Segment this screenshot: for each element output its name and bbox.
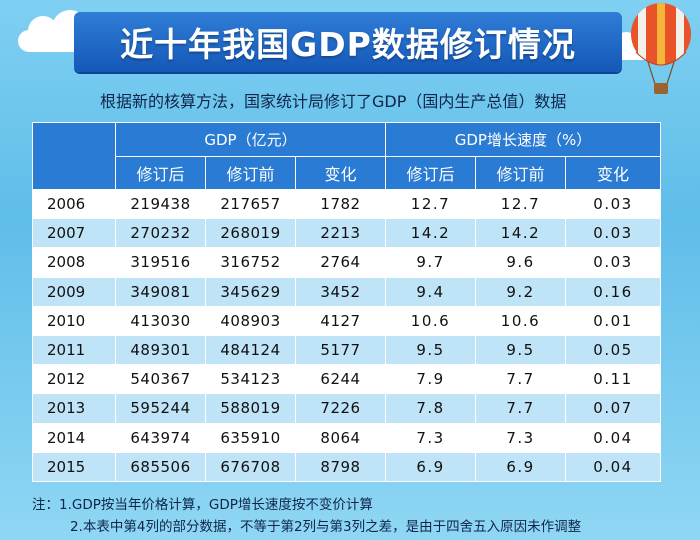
cell-growth-revised: 9.7	[385, 247, 476, 278]
cell-gdp-revised: 540367	[115, 364, 206, 395]
cell-growth-revised: 7.3	[385, 422, 476, 453]
table-row: 2014 643974 635910 8064 7.3 7.3 0.04	[32, 422, 661, 453]
gdp-revision-table: GDP（亿元） GDP增长速度（%） 修订后 修订前 变化 修订后 修订前 变化…	[32, 122, 661, 482]
cell-growth-revised: 7.8	[385, 393, 476, 424]
cell-gdp-revised: 685506	[115, 451, 206, 482]
subtitle: 根据新的核算方法，国家统计局修订了GDP（国内生产总值）数据	[100, 92, 567, 111]
cell-growth-change: 0.03	[565, 247, 661, 278]
cell-growth-revised: 10.6	[385, 305, 476, 336]
footnote-1: 注：1.GDP按当年价格计算，GDP增长速度按不变价计算	[32, 497, 373, 513]
cell-gdp-original: 484124	[205, 334, 296, 366]
cell-growth-change: 0.04	[565, 422, 661, 453]
cell-gdp-original: 408903	[205, 305, 296, 336]
cell-growth-original: 10.6	[475, 305, 566, 336]
cell-gdp-change: 8798	[295, 451, 386, 482]
footnote-2: 2.本表中第4列的部分数据，不等于第2列与第3列之差，是由于四舍五入原因未作调整	[70, 519, 582, 535]
cell-growth-original: 7.7	[475, 364, 566, 395]
cell-growth-original: 7.3	[475, 422, 566, 453]
header-year-corner	[32, 122, 116, 190]
hot-air-balloon-icon	[631, 3, 691, 94]
cell-growth-change: 0.05	[565, 334, 661, 366]
cell-growth-revised: 12.7	[385, 188, 476, 220]
title-banner: 近十年我国GDP数据修订情况	[74, 12, 622, 72]
cell-year: 2008	[32, 247, 116, 278]
cell-gdp-original: 534123	[205, 364, 296, 395]
cell-growth-revised: 7.9	[385, 364, 476, 395]
cell-gdp-revised: 413030	[115, 305, 206, 336]
cell-gdp-revised: 595244	[115, 393, 206, 424]
cell-growth-change: 0.01	[565, 305, 661, 336]
cell-gdp-change: 4127	[295, 305, 386, 336]
cell-gdp-change: 1782	[295, 188, 386, 220]
cell-growth-change: 0.16	[565, 276, 661, 307]
cell-gdp-change: 8064	[295, 422, 386, 453]
cell-growth-change: 0.03	[565, 188, 661, 220]
cell-growth-revised: 14.2	[385, 218, 476, 249]
cell-year: 2006	[32, 188, 116, 220]
cell-gdp-revised: 643974	[115, 422, 206, 453]
cell-year: 2015	[32, 451, 116, 482]
cell-year: 2009	[32, 276, 116, 307]
cell-growth-original: 7.7	[475, 393, 566, 424]
cell-gdp-revised: 319516	[115, 247, 206, 278]
cell-gdp-original: 676708	[205, 451, 296, 482]
cell-growth-revised: 6.9	[385, 451, 476, 482]
header-gdp-revised: 修订后	[115, 156, 206, 190]
cell-gdp-original: 345629	[205, 276, 296, 307]
cell-year: 2012	[32, 364, 116, 395]
cell-gdp-original: 588019	[205, 393, 296, 424]
cell-growth-revised: 9.4	[385, 276, 476, 307]
table-row: 2009 349081 345629 3452 9.4 9.2 0.16	[32, 276, 661, 307]
cell-growth-change: 0.03	[565, 218, 661, 249]
cell-gdp-original: 316752	[205, 247, 296, 278]
cell-year: 2011	[32, 334, 116, 366]
cell-year: 2010	[32, 305, 116, 336]
cell-year: 2007	[32, 218, 116, 249]
cell-gdp-change: 2213	[295, 218, 386, 249]
table-row: 2010 413030 408903 4127 10.6 10.6 0.01	[32, 305, 661, 336]
cell-gdp-original: 217657	[205, 188, 296, 220]
cell-gdp-original: 635910	[205, 422, 296, 453]
table-row: 2011 489301 484124 5177 9.5 9.5 0.05	[32, 334, 661, 366]
cell-gdp-revised: 270232	[115, 218, 206, 249]
footnotes: 注：1.GDP按当年价格计算，GDP增长速度按不变价计算 2.本表中第4列的部分…	[32, 494, 682, 538]
cell-growth-revised: 9.5	[385, 334, 476, 366]
cell-gdp-change: 3452	[295, 276, 386, 307]
cell-gdp-change: 6244	[295, 364, 386, 395]
cell-gdp-change: 7226	[295, 393, 386, 424]
cell-growth-original: 14.2	[475, 218, 566, 249]
cell-gdp-revised: 489301	[115, 334, 206, 366]
header-gdp-original: 修订前	[205, 156, 296, 190]
cell-growth-original: 9.2	[475, 276, 566, 307]
cell-growth-change: 0.11	[565, 364, 661, 395]
header-growth-group: GDP增长速度（%）	[385, 122, 661, 157]
cell-gdp-change: 5177	[295, 334, 386, 366]
table-row: 2013 595244 588019 7226 7.8 7.7 0.07	[32, 393, 661, 424]
cell-gdp-revised: 219438	[115, 188, 206, 220]
cell-growth-change: 0.04	[565, 451, 661, 482]
table-row: 2008 319516 316752 2764 9.7 9.6 0.03	[32, 247, 661, 278]
cell-growth-original: 12.7	[475, 188, 566, 220]
cell-growth-change: 0.07	[565, 393, 661, 424]
cell-growth-original: 6.9	[475, 451, 566, 482]
table-row: 2012 540367 534123 6244 7.9 7.7 0.11	[32, 364, 661, 395]
header-gdp-change: 变化	[295, 156, 386, 190]
cell-gdp-revised: 349081	[115, 276, 206, 307]
cell-gdp-change: 2764	[295, 247, 386, 278]
cell-growth-original: 9.6	[475, 247, 566, 278]
table-row: 2006 219438 217657 1782 12.7 12.7 0.03	[32, 188, 661, 220]
table-row: 2007 270232 268019 2213 14.2 14.2 0.03	[32, 218, 661, 249]
cloud-decoration-left	[18, 10, 90, 52]
cell-year: 2014	[32, 422, 116, 453]
page-title: 近十年我国GDP数据修订情况	[120, 25, 576, 64]
header-growth-original: 修订前	[475, 156, 566, 190]
header-growth-change: 变化	[565, 156, 661, 190]
cell-growth-original: 9.5	[475, 334, 566, 366]
cell-gdp-original: 268019	[205, 218, 296, 249]
header-growth-revised: 修订后	[385, 156, 476, 190]
header-gdp-group: GDP（亿元）	[115, 122, 386, 157]
cell-year: 2013	[32, 393, 116, 424]
table-row: 2015 685506 676708 8798 6.9 6.9 0.04	[32, 451, 661, 482]
